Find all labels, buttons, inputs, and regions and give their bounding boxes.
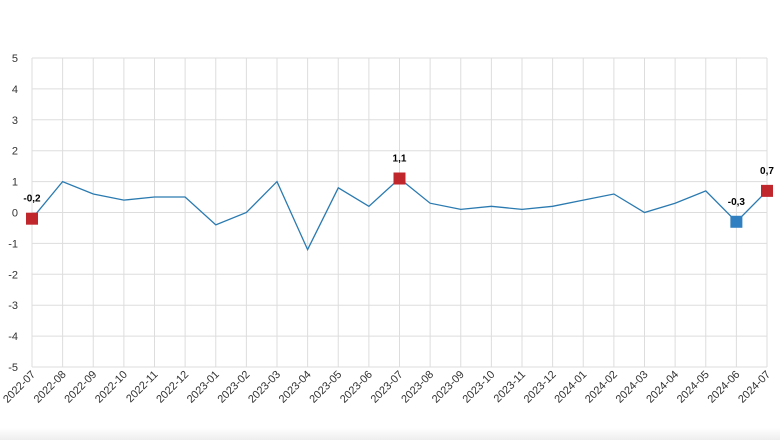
data-label: 0,7 (760, 166, 774, 177)
x-axis-ticks: 2022-072022-082022-092022-102022-112022-… (1, 369, 773, 406)
x-tick-label: 2024-06 (705, 369, 742, 406)
y-tick-label: -5 (8, 362, 18, 374)
x-tick-label: 2023-03 (246, 369, 283, 406)
x-tick-label: 2023-12 (522, 369, 559, 406)
x-tick-label: 2022-10 (93, 369, 130, 406)
grid (31, 57, 768, 368)
x-tick-label: 2023-10 (460, 369, 497, 406)
x-tick-label: 2023-08 (399, 369, 436, 406)
y-tick-label: 1 (12, 177, 18, 189)
y-tick-label: 4 (12, 84, 18, 96)
y-tick-label: -2 (8, 269, 18, 281)
x-tick-label: 2022-12 (154, 369, 191, 406)
x-tick-label: 2024-03 (614, 369, 651, 406)
point-marker (26, 212, 38, 225)
y-tick-label: -4 (8, 331, 18, 343)
data-label: 1,1 (393, 154, 407, 165)
point-marker (393, 172, 406, 185)
y-tick-label: -3 (8, 300, 18, 312)
point-marker (761, 184, 773, 197)
x-tick-label: 2022-09 (62, 369, 99, 406)
y-tick-label: 5 (12, 53, 18, 65)
y-tick-label: 0 (12, 208, 18, 220)
x-tick-label: 2024-05 (675, 369, 712, 406)
x-tick-label: 2023-06 (338, 369, 375, 406)
x-tick-label: 2023-07 (369, 369, 406, 406)
marker-layer: -0,2 1,1 -0,3 0,7 (23, 154, 774, 228)
data-label: -0,2 (23, 194, 41, 205)
x-tick-label: 2024-02 (583, 369, 620, 406)
data-label: -0,3 (728, 197, 746, 208)
x-tick-label: 2023-01 (185, 369, 222, 406)
y-tick-label: 2 (12, 146, 18, 158)
x-tick-label: 2023-09 (430, 369, 467, 406)
x-tick-label: 2022-08 (32, 369, 69, 406)
x-tick-label: 2024-04 (644, 369, 681, 406)
x-tick-label: 2024-01 (552, 369, 589, 406)
x-tick-label: 2023-11 (492, 369, 528, 405)
x-tick-label: 2024-07 (736, 369, 773, 406)
x-tick-label: 2023-05 (307, 369, 344, 406)
x-tick-label: 2023-02 (215, 369, 252, 406)
x-tick-label: 2022-11 (124, 369, 160, 405)
x-tick-label: 2022-07 (1, 369, 38, 406)
y-tick-label: -1 (8, 238, 18, 250)
y-axis-ticks: 5 4 3 2 1 0 -1 -2 -3 -4 -5 (8, 53, 18, 374)
x-tick-label: 2023-04 (277, 369, 314, 406)
point-marker (730, 215, 743, 228)
y-tick-label: 3 (12, 115, 18, 127)
